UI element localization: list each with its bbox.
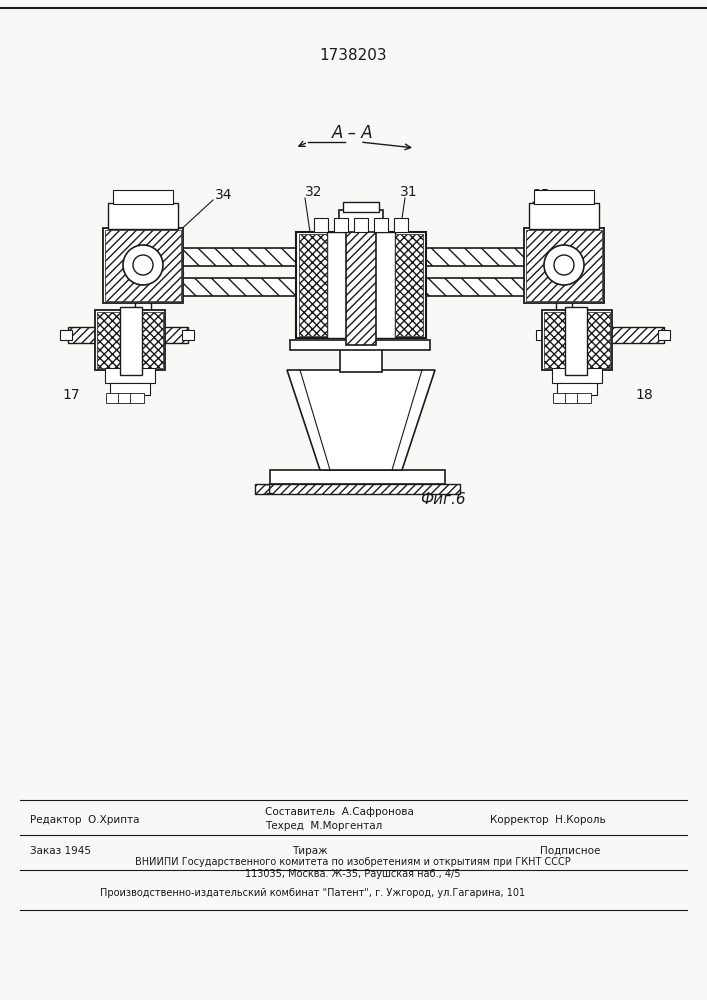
Bar [534, 190, 594, 204]
Text: Редактор  О.Хрипта: Редактор О.Хрипта [30, 815, 139, 825]
Text: Составитель  А.Сафронова: Составитель А.Сафронова [265, 807, 414, 817]
Bar [529, 203, 599, 229]
Circle shape [133, 255, 153, 275]
Bar [60, 330, 72, 340]
Bar [565, 307, 587, 375]
Polygon shape [287, 370, 435, 470]
Bar [524, 228, 604, 303]
Text: А – А: А – А [332, 124, 374, 142]
Text: 1738203: 1738203 [319, 47, 387, 62]
Bar [374, 218, 388, 232]
Bar [557, 383, 597, 395]
Bar [354, 218, 368, 232]
Text: 31: 31 [400, 185, 418, 199]
Bar [290, 340, 430, 350]
Text: 113035, Москва. Ж-35, Раушская наб., 4/5: 113035, Москва. Ж-35, Раушская наб., 4/5 [245, 869, 461, 879]
Bar [105, 368, 155, 383]
Bar [255, 484, 460, 494]
Bar [544, 327, 664, 343]
Bar [346, 230, 376, 345]
Bar [118, 393, 132, 403]
Bar [553, 393, 567, 403]
Bar [130, 248, 335, 266]
Bar [108, 203, 178, 229]
Text: Техред  М.Моргентал: Техред М.Моргентал [265, 821, 382, 831]
Bar [420, 278, 585, 296]
Bar [130, 393, 144, 403]
Bar [110, 383, 150, 395]
Bar [334, 218, 348, 232]
Bar [296, 232, 426, 338]
Bar [658, 330, 670, 340]
Bar [106, 393, 120, 403]
Bar [552, 368, 602, 383]
Bar [565, 393, 579, 403]
Text: Производственно-издательский комбинат "Патент", г. Ужгород, ул.Гагарина, 101: Производственно-издательский комбинат "П… [100, 888, 525, 898]
Bar [314, 218, 328, 232]
Bar [394, 218, 408, 232]
Text: 32: 32 [305, 185, 322, 199]
Bar [544, 312, 610, 368]
Bar [95, 310, 165, 370]
Text: 1: 1 [264, 483, 273, 497]
Bar [182, 330, 194, 340]
Bar [120, 307, 142, 375]
Bar [327, 232, 395, 338]
Bar [130, 278, 335, 296]
Bar [103, 228, 183, 303]
Circle shape [544, 245, 584, 285]
Bar [542, 310, 612, 370]
Text: Тираж: Тираж [292, 846, 328, 856]
Text: Заказ 1945: Заказ 1945 [30, 846, 91, 856]
Text: ВНИИПИ Государственного комитета по изобретениям и открытиям при ГКНТ СССР: ВНИИПИ Государственного комитета по изоб… [135, 857, 571, 867]
Text: Корректор  Н.Король: Корректор Н.Король [490, 815, 606, 825]
Text: Подписное: Подписное [540, 846, 600, 856]
Bar [577, 393, 591, 403]
Bar [97, 312, 163, 368]
Bar [343, 202, 379, 212]
Text: 34: 34 [215, 188, 233, 202]
Bar [340, 345, 382, 372]
Circle shape [123, 245, 163, 285]
Text: 17: 17 [62, 388, 80, 402]
Bar [339, 210, 383, 232]
Text: 18: 18 [635, 388, 653, 402]
Bar [420, 248, 585, 266]
Bar [68, 327, 188, 343]
Bar [270, 470, 445, 484]
Bar [536, 330, 548, 340]
Bar [105, 230, 181, 301]
Text: Фиг.6: Фиг.6 [420, 492, 466, 508]
Bar [113, 190, 173, 204]
Bar [526, 230, 602, 301]
Bar [299, 234, 327, 336]
Bar [395, 234, 423, 336]
Text: 35: 35 [533, 188, 551, 202]
Circle shape [554, 255, 574, 275]
